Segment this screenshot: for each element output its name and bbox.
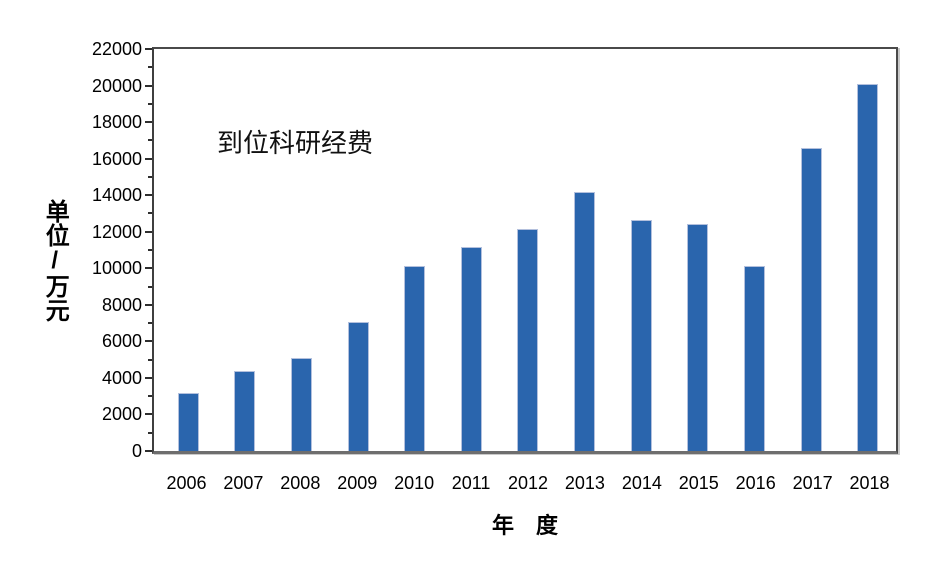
y-minor-tick — [148, 395, 152, 397]
x-tick-label-2017: 2017 — [792, 473, 833, 493]
x-tick-label-2006: 2006 — [166, 473, 207, 493]
x-tick-label-2015: 2015 — [678, 473, 719, 493]
bar-cell-2007 — [217, 49, 274, 451]
y-tick-label-18000: 18000 — [91, 112, 142, 132]
bar-cell-2015 — [669, 49, 726, 451]
y-minor-tick — [148, 286, 152, 288]
y-major-tick — [145, 121, 152, 123]
y-major-tick — [145, 267, 152, 269]
y-major-tick — [145, 231, 152, 233]
x-tick-label-2010: 2010 — [394, 473, 435, 493]
y-minor-tick — [148, 139, 152, 141]
y-tick-label-22000: 22000 — [91, 39, 142, 59]
x-tick-label-2016: 2016 — [735, 473, 776, 493]
bar-cell-2009 — [330, 49, 387, 451]
bar-2008 — [291, 358, 313, 451]
bar-cell-2006 — [160, 49, 217, 451]
x-tick-label-2007: 2007 — [223, 473, 264, 493]
y-major-tick — [145, 48, 152, 50]
bar-2016 — [743, 266, 765, 451]
bar-cell-2008 — [273, 49, 330, 451]
y-tick-label-20000: 20000 — [91, 76, 142, 96]
bar-2012 — [517, 229, 539, 451]
y-minor-tick — [148, 249, 152, 251]
y-tick-label-14000: 14000 — [91, 185, 142, 205]
y-major-tick — [145, 194, 152, 196]
chart-annotation: 到位科研经费 — [217, 128, 374, 158]
bar-2014 — [630, 220, 652, 451]
y-minor-tick — [148, 103, 152, 105]
y-tick-label-2000: 2000 — [101, 404, 142, 424]
bar-cell-2017 — [783, 49, 840, 451]
y-minor-tick — [148, 212, 152, 214]
bar-2011 — [460, 247, 482, 451]
bar-cell-2013 — [556, 49, 613, 451]
y-tick-label-10000: 10000 — [91, 258, 142, 278]
bar-2009 — [347, 322, 369, 451]
y-tick-label-8000: 8000 — [101, 295, 142, 315]
y-major-tick — [145, 450, 152, 452]
y-major-tick — [145, 158, 152, 160]
bar-2006 — [177, 393, 199, 451]
bar-cell-2014 — [613, 49, 670, 451]
bar-2013 — [574, 192, 596, 451]
bars-row — [160, 49, 896, 451]
y-tick-label-0: 0 — [131, 441, 142, 461]
x-tick-label-2014: 2014 — [621, 473, 662, 493]
y-major-tick — [145, 340, 152, 342]
bar-2018 — [857, 84, 879, 451]
y-minor-tick — [148, 432, 152, 434]
x-tick-label-2008: 2008 — [280, 473, 321, 493]
y-major-tick — [145, 85, 152, 87]
y-tick-label-12000: 12000 — [91, 222, 142, 242]
x-tick-label-2009: 2009 — [337, 473, 378, 493]
y-minor-tick — [148, 66, 152, 68]
bar-2010 — [404, 266, 426, 451]
x-tick-label-2012: 2012 — [507, 473, 549, 493]
bar-2007 — [234, 371, 256, 451]
x-tick-label-2011: 2011 — [451, 473, 491, 493]
x-axis-title: 年 度 — [491, 513, 558, 538]
y-minor-tick — [148, 322, 152, 324]
bar-2017 — [800, 148, 822, 451]
y-tick-label-4000: 4000 — [101, 368, 142, 388]
y-axis-labels: 0 2000 4000 6000 8000 10000 12000 14000 16000 180… — [0, 39, 142, 461]
x-tick-label-2018: 2018 — [849, 473, 890, 493]
x-axis-labels: 2006 2007 2008 2009 2010 2011 2012 2013 2014 2015… — [158, 473, 898, 494]
bar-cell-2011 — [443, 49, 500, 451]
y-minor-tick — [148, 176, 152, 178]
y-minor-tick — [148, 359, 152, 361]
y-tick-label-16000: 16000 — [91, 149, 142, 169]
bar-cell-2018 — [839, 49, 896, 451]
bar-cell-2010 — [386, 49, 443, 451]
y-major-tick — [145, 413, 152, 415]
plot-area: 到位科研经费 — [145, 47, 898, 454]
bar-cell-2016 — [726, 49, 783, 451]
y-major-tick — [145, 304, 152, 306]
bar-cell-2012 — [500, 49, 557, 451]
bar-2015 — [687, 224, 709, 451]
y-tick-label-6000: 6000 — [101, 331, 142, 351]
y-major-tick — [145, 377, 152, 379]
y-axis-title: 单位/万元 — [41, 199, 69, 322]
x-tick-label-2013: 2013 — [564, 473, 605, 493]
